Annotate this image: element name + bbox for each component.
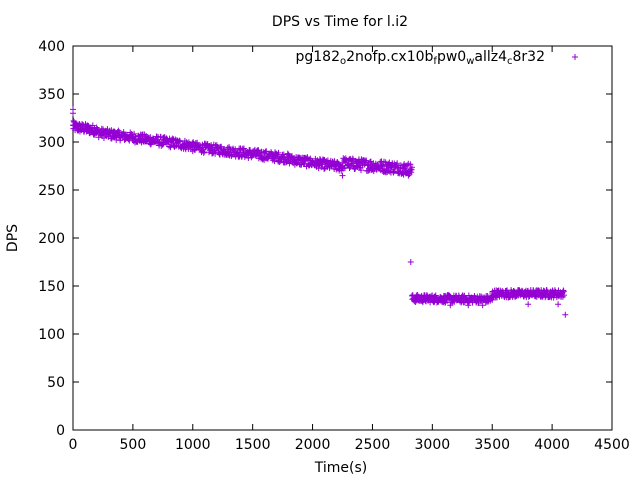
data-point: [346, 165, 353, 172]
data-point: [447, 302, 454, 309]
data-point: [212, 150, 219, 157]
data-point: [255, 147, 262, 154]
plot-border: [72, 45, 613, 431]
y-axis-ticks: 0 50 100 150 200 250 300 350 400: [38, 39, 612, 439]
data-point: [401, 163, 408, 170]
data-point: [555, 301, 562, 308]
y-tick-label: 0: [56, 423, 65, 439]
legend-label-part: pw0: [437, 49, 466, 65]
data-point: [408, 164, 415, 171]
y-tick-label: 250: [38, 183, 65, 199]
x-tick-label: 1000: [175, 437, 211, 453]
data-point: [98, 125, 105, 132]
data-point: [275, 149, 282, 156]
legend-label-part: 8r32: [513, 49, 545, 65]
legend-label-subscript: w: [466, 56, 474, 67]
data-point: [340, 165, 347, 172]
legend-label-subscript: f: [433, 56, 437, 67]
chart-title: DPS vs Time for l.i2: [272, 14, 408, 30]
data-point: [131, 130, 138, 137]
legend-marker-plus: [572, 54, 578, 60]
data-point: [240, 145, 247, 152]
legend-label-subscript: o: [340, 56, 346, 67]
data-point: [221, 146, 228, 153]
data-point: [561, 292, 568, 299]
y-tick-label: 150: [38, 279, 65, 295]
y-tick-label: 300: [38, 135, 65, 151]
data-point: [357, 167, 364, 174]
x-tick-label: 4000: [534, 437, 570, 453]
plot-frame: [72, 45, 613, 431]
data-point: [147, 134, 154, 141]
data-point: [525, 301, 532, 308]
x-tick-label: 3500: [474, 437, 510, 453]
y-axis-label: DPS: [5, 224, 21, 252]
y-tick-label: 200: [38, 231, 65, 247]
data-point: [479, 302, 486, 309]
data-point: [159, 141, 166, 148]
x-tick-label: 500: [120, 437, 147, 453]
x-tick-label: 0: [69, 437, 78, 453]
data-point: [562, 311, 569, 318]
legend-label-subscript: c: [507, 56, 513, 67]
data-point: [339, 172, 346, 179]
data-point: [321, 166, 328, 173]
data-point: [177, 138, 184, 145]
data-point: [386, 159, 393, 166]
data-point: [400, 171, 407, 178]
data-points: [70, 106, 569, 318]
x-tick-label: 2000: [295, 437, 331, 453]
x-axis-ticks: 0 500 1000 1500 2000 2500 3000 3500 4000 4500: [69, 46, 630, 453]
data-point: [363, 157, 370, 164]
y-tick-label: 350: [38, 87, 65, 103]
data-point: [70, 117, 77, 124]
x-tick-label: 2500: [355, 437, 391, 453]
data-point: [232, 146, 239, 153]
x-tick-label: 1500: [235, 437, 271, 453]
legend-label-part: 2nofp.cx10b: [346, 49, 433, 65]
legend-label-part: allz4: [474, 49, 507, 65]
x-tick-label: 4500: [594, 437, 630, 453]
x-axis-label: Time(s): [314, 460, 367, 476]
x-tick-label: 3000: [415, 437, 451, 453]
data-point: [465, 302, 472, 309]
y-tick-label: 50: [47, 375, 65, 391]
data-point: [263, 148, 270, 155]
legend: pg182o2nofp.cx10bfpw0wallz4c8r32: [296, 49, 578, 67]
y-tick-label: 400: [38, 39, 65, 55]
data-point: [405, 172, 412, 179]
legend-label-part: pg182: [296, 49, 341, 65]
data-point: [379, 162, 386, 169]
data-point: [489, 296, 496, 303]
data-point: [70, 110, 76, 117]
data-point: [407, 259, 414, 265]
legend-series-label: pg182o2nofp.cx10bfpw0wallz4c8r32: [296, 49, 546, 67]
y-tick-label: 100: [38, 327, 65, 343]
legend-series-marker: [572, 54, 578, 60]
data-point: [111, 128, 118, 135]
